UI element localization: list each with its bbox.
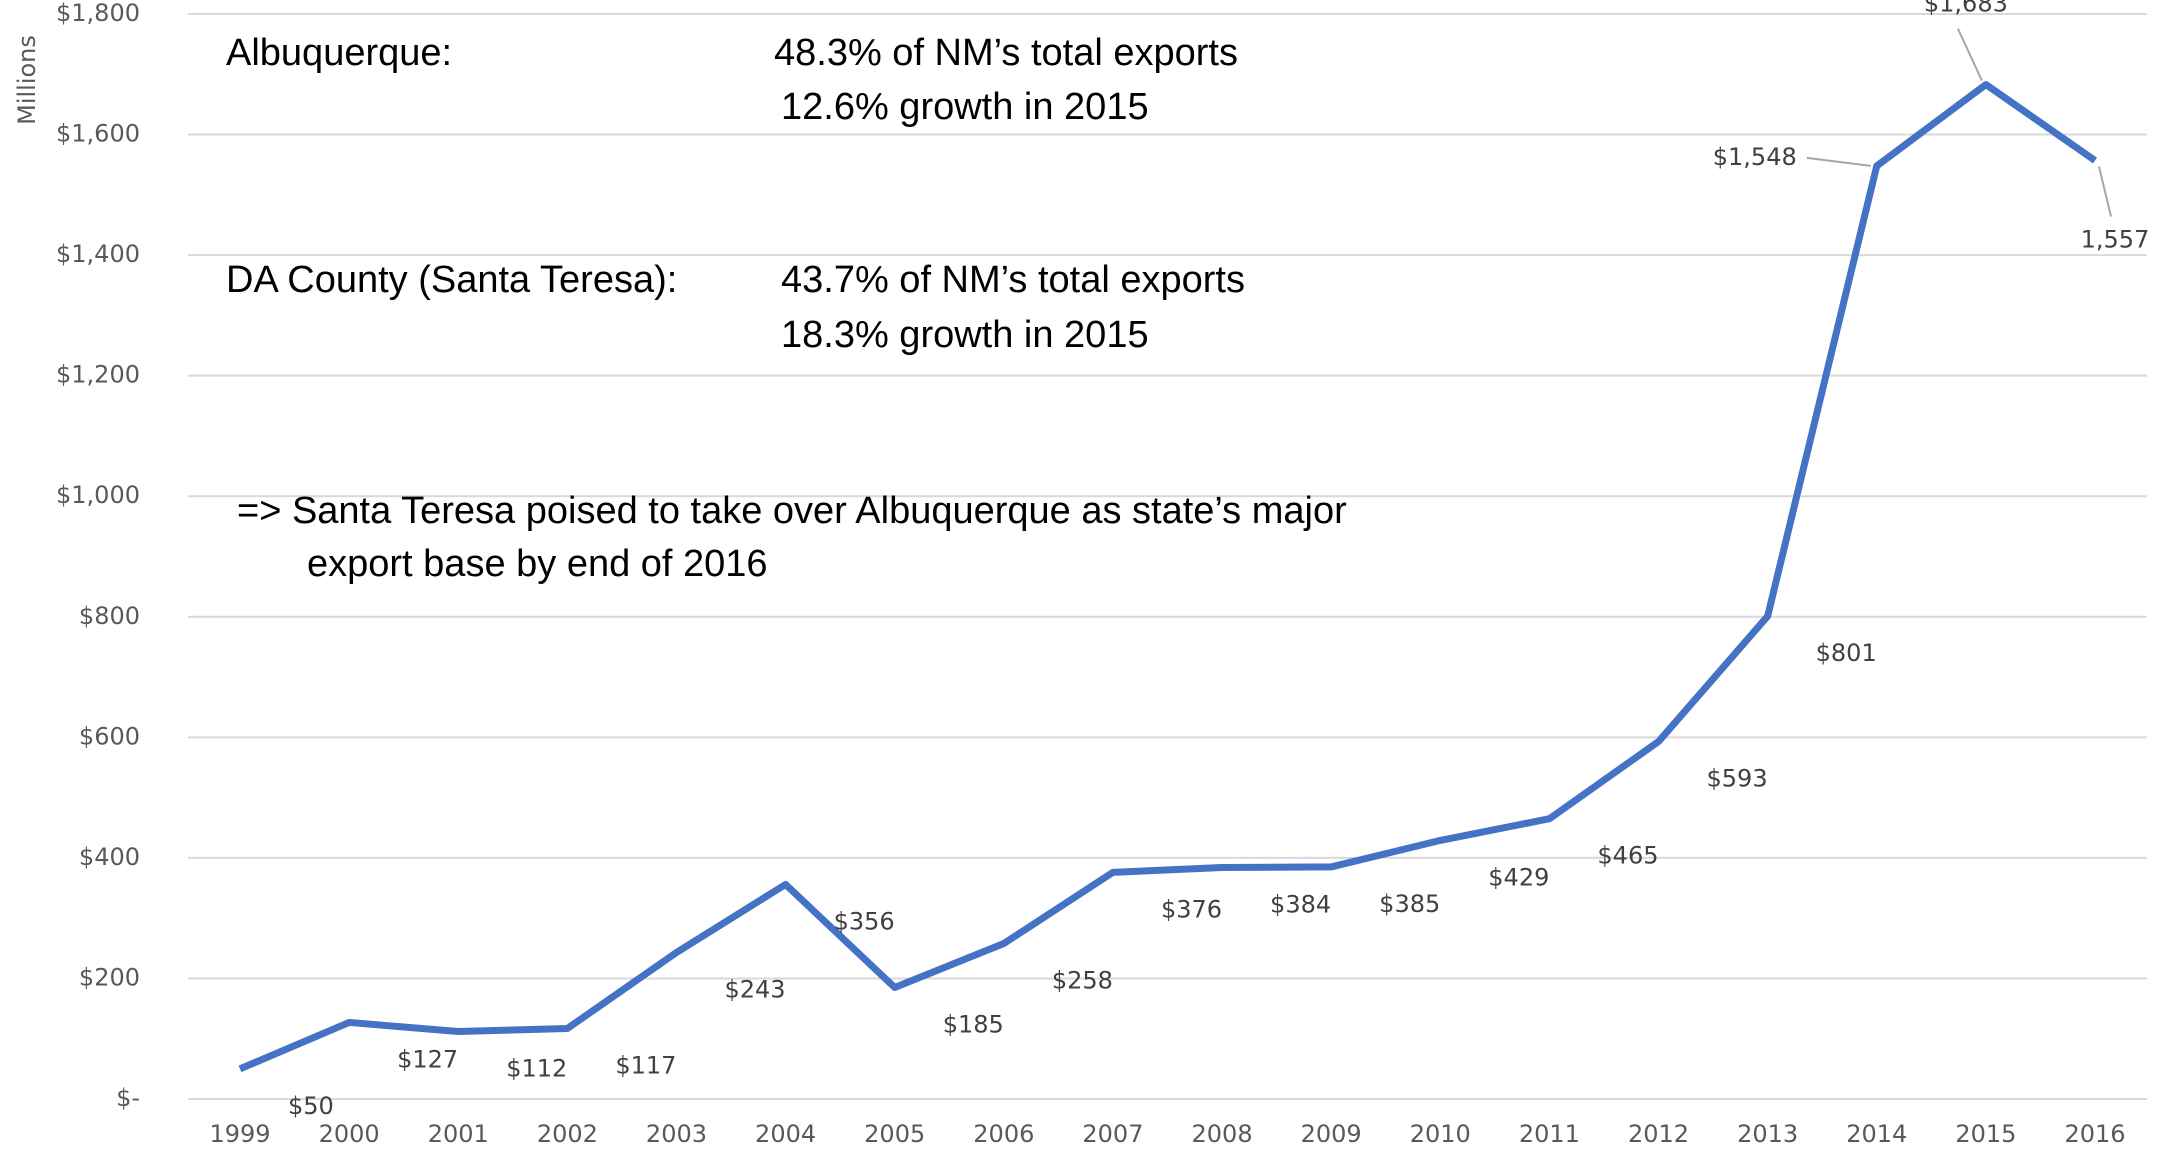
x-tick-label: 2003 xyxy=(646,1120,707,1148)
data-label: $376 xyxy=(1161,895,1222,923)
annotation: 48.3% of NM’s total exports xyxy=(774,32,1238,74)
y-tick-label: $1,200 xyxy=(56,361,140,389)
data-label: $385 xyxy=(1379,890,1440,918)
x-tick-label: 2014 xyxy=(1846,1120,1907,1148)
y-tick-label: $1,400 xyxy=(56,240,140,268)
y-tick-label: $1,600 xyxy=(56,120,140,148)
x-tick-label: 2010 xyxy=(1410,1120,1471,1148)
data-label: $593 xyxy=(1707,765,1768,793)
y-tick-label: $800 xyxy=(79,602,140,630)
data-label: $243 xyxy=(724,976,785,1004)
leader-line xyxy=(1806,156,1871,167)
data-label: $117 xyxy=(615,1051,676,1079)
data-label: $185 xyxy=(943,1010,1004,1038)
annotation: 43.7% of NM’s total exports xyxy=(781,259,1245,301)
x-tick-label: 2004 xyxy=(755,1120,816,1148)
y-axis-label: Millions xyxy=(13,35,41,125)
x-tick-label: 2009 xyxy=(1301,1120,1362,1148)
data-label: $384 xyxy=(1270,891,1331,919)
annotation: 18.3% growth in 2015 xyxy=(781,314,1149,356)
data-label: $1,548 xyxy=(1713,143,1797,171)
x-tick-label: 2011 xyxy=(1519,1120,1580,1148)
data-label: $465 xyxy=(1597,842,1658,870)
annotation: Albuquerque: xyxy=(226,32,452,74)
x-tick-label: 2016 xyxy=(2064,1120,2125,1148)
data-label: $112 xyxy=(506,1054,567,1082)
y-tick-label: $200 xyxy=(79,963,140,991)
leader-line xyxy=(1956,28,1983,81)
data-line xyxy=(238,81,2097,1073)
data-label: $258 xyxy=(1052,966,1113,994)
y-tick-label: $1,000 xyxy=(56,481,140,509)
annotation: export base by end of 2016 xyxy=(307,543,768,585)
data-label: $356 xyxy=(834,907,895,935)
y-tick-label: $1,800 xyxy=(56,0,140,27)
annotation: 12.6% growth in 2015 xyxy=(781,86,1149,128)
annotation: => Santa Teresa poised to take over Albu… xyxy=(237,490,1347,532)
x-tick-label: 2005 xyxy=(864,1120,925,1148)
x-tick-label: 2000 xyxy=(319,1120,380,1148)
data-label: 1,557 xyxy=(2081,225,2150,253)
x-tick-label: 2007 xyxy=(1082,1120,1143,1148)
data-label: $127 xyxy=(397,1045,458,1073)
data-label: $50 xyxy=(288,1092,334,1120)
y-tick-label: $400 xyxy=(79,843,140,871)
x-tick-label: 2012 xyxy=(1628,1120,1689,1148)
y-tick-label: $- xyxy=(116,1084,140,1112)
data-label: $429 xyxy=(1488,863,1549,891)
x-tick-label: 2013 xyxy=(1737,1120,1798,1148)
data-label: $801 xyxy=(1816,639,1877,667)
leader-line xyxy=(2098,166,2112,217)
x-tick-label: 2008 xyxy=(1192,1120,1253,1148)
annotation: DA County (Santa Teresa): xyxy=(226,259,677,301)
x-tick-label: 1999 xyxy=(209,1120,270,1148)
y-tick-label: $600 xyxy=(79,722,140,750)
x-tick-label: 2006 xyxy=(973,1120,1034,1148)
x-tick-label: 2001 xyxy=(428,1120,489,1148)
x-tick-label: 2015 xyxy=(1955,1120,2016,1148)
data-label: $1,683 xyxy=(1924,0,2008,18)
x-tick-label: 2002 xyxy=(537,1120,598,1148)
